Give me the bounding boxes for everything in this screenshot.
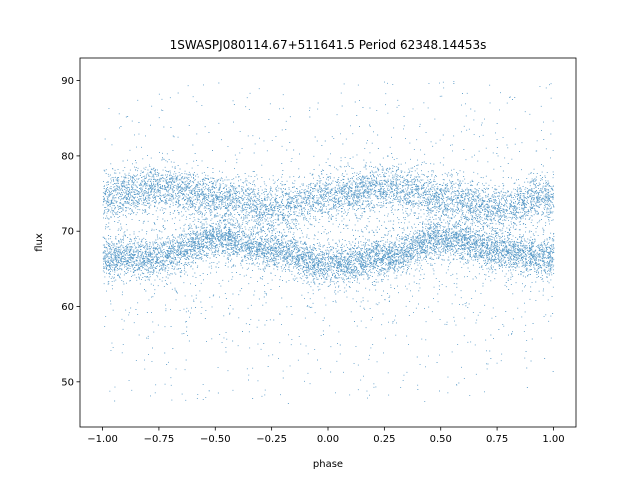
y-tick-label: 70 (61, 227, 74, 238)
flux-points (102, 80, 555, 404)
y-axis-ticks: 50 60 70 80 90 (61, 76, 80, 388)
x-axis-ticks: −1.00 −0.75 −0.50 −0.25 0.00 0.25 0.50 0.75 1.00 (87, 427, 565, 445)
x-tick-label: −0.75 (144, 434, 175, 445)
x-tick-label: −0.25 (256, 434, 287, 445)
y-tick-label: 50 (61, 377, 74, 388)
x-axis-label: phase (313, 459, 343, 470)
data-points (102, 80, 555, 404)
y-tick-label: 60 (61, 302, 74, 313)
x-tick-label: 0.00 (317, 434, 339, 445)
x-tick-label: 0.50 (430, 434, 452, 445)
x-tick-label: −1.00 (87, 434, 118, 445)
y-tick-label: 80 (61, 151, 74, 162)
y-axis-label: flux (34, 233, 45, 252)
x-tick-label: 0.75 (486, 434, 508, 445)
chart-title: 1SWASPJ080114.67+511641.5 Period 62348.1… (170, 38, 487, 52)
x-tick-label: 0.25 (373, 434, 395, 445)
x-tick-label: −0.50 (200, 434, 231, 445)
x-tick-label: 1.00 (542, 434, 564, 445)
y-tick-label: 90 (61, 76, 74, 87)
